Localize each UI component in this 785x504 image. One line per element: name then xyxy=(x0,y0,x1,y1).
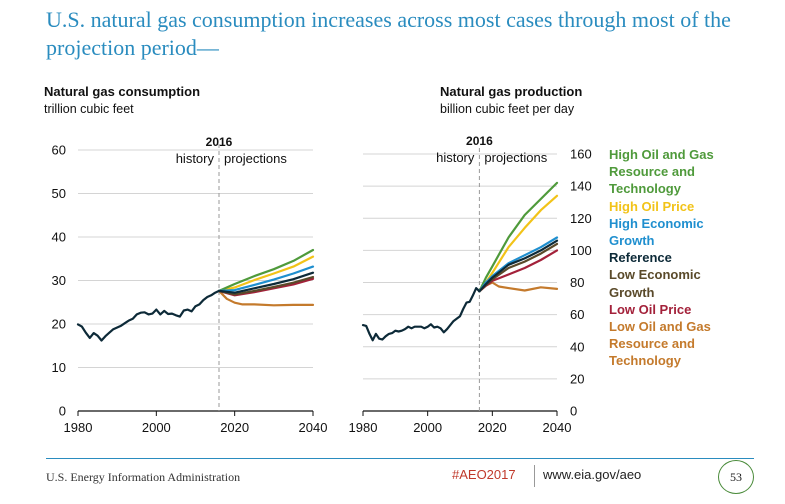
legend-entry: Resource and xyxy=(609,164,695,180)
series-line-reference xyxy=(217,271,315,294)
footer-agency: U.S. Energy Information Administration xyxy=(46,470,241,484)
series-line-high-oil-price xyxy=(217,255,315,292)
page-title: U.S. natural gas consumption increases a… xyxy=(46,7,731,60)
left-y-tick-label: 30 xyxy=(52,273,66,288)
right-chart-subtitle: billion cubic feet per day xyxy=(440,102,575,116)
right-projections-label: projections xyxy=(484,150,547,165)
legend-entry: High Oil and Gas xyxy=(609,147,714,162)
legend-entry: Growth xyxy=(609,284,655,300)
left-tick-labels: 0 10 20 30 40 50 60 1980 2000 2020 2040 xyxy=(52,143,328,436)
left-y-tick-label: 0 xyxy=(59,404,66,419)
left-x-tick-label: 2020 xyxy=(220,420,249,435)
legend-entry: Low Economic xyxy=(609,267,701,283)
series-line-high-economic-growth xyxy=(217,265,315,292)
legend-entry: High Economic xyxy=(609,215,704,231)
right-y-tick-label: 40 xyxy=(570,339,584,354)
left-history-label: history xyxy=(176,151,215,166)
right-gridlines xyxy=(362,153,558,416)
series-line-low-oil-and-gas-resource-and-technology xyxy=(478,281,559,293)
series-line-high-economic-growth xyxy=(478,236,559,293)
right-x-tick-label: 2020 xyxy=(478,420,507,435)
right-series-lines xyxy=(361,181,559,342)
left-y-tick-label: 60 xyxy=(52,143,66,158)
series-line-low-economic-growth xyxy=(217,275,315,296)
history-line xyxy=(361,287,481,342)
legend-entry: Low Oil and Gas xyxy=(609,319,711,335)
history-line xyxy=(76,289,221,342)
right-y-tick-label: 60 xyxy=(570,307,584,322)
page-number: 53 xyxy=(718,460,754,494)
left-chart-title: Natural gas consumption xyxy=(44,84,201,99)
legend-entry: Low Oil Price xyxy=(609,301,692,317)
right-y-tick-label: 20 xyxy=(570,371,584,386)
legend-entry: Technology xyxy=(609,353,681,369)
legend-entry: High Oil Price xyxy=(609,198,695,214)
right-y-tick-label: 100 xyxy=(570,243,592,258)
legend-entry: Technology xyxy=(609,181,681,197)
footer-divider xyxy=(46,458,754,459)
footer-separator xyxy=(534,465,535,487)
left-series-lines xyxy=(76,248,315,342)
series-line-high-oil-and-gas-resource-and-technology xyxy=(478,181,559,293)
left-y-tick-label: 10 xyxy=(52,360,66,375)
left-y-tick-label: 20 xyxy=(52,317,66,332)
left-chart-subtitle: trillion cubic feet xyxy=(44,102,134,116)
series-line-reference xyxy=(478,239,559,293)
left-y-tick-label: 50 xyxy=(52,186,66,201)
right-chart-title: Natural gas production xyxy=(440,84,583,99)
left-year-label: 2016 xyxy=(206,135,233,149)
series-line-high-oil-and-gas-resource-and-technology xyxy=(217,248,315,292)
series-line-low-oil-and-gas-resource-and-technology xyxy=(217,289,315,307)
right-year-label: 2016 xyxy=(466,134,493,148)
left-x-tick-label: 1980 xyxy=(64,420,93,435)
footer-url[interactable]: www.eia.gov/aeo xyxy=(543,467,642,482)
consumption-chart: 0 10 20 30 40 50 60 1980 2000 2020 2040 2016 histo… xyxy=(52,135,328,435)
footer-hashtag: #AEO2017 xyxy=(452,467,516,482)
right-y-tick-label: 80 xyxy=(570,275,584,290)
right-y-tick-label: 140 xyxy=(570,179,592,194)
legend: High Oil and Gas Resource and Technology Hi… xyxy=(609,146,779,370)
legend-entry: Growth xyxy=(609,233,655,249)
legend-entry: Reference xyxy=(609,250,672,266)
left-projections-label: projections xyxy=(224,151,287,166)
right-x-tick-label: 1980 xyxy=(349,420,378,435)
right-y-tick-label: 0 xyxy=(570,404,577,419)
right-y-tick-label: 160 xyxy=(570,147,592,162)
right-x-tick-label: 2040 xyxy=(543,420,572,435)
right-x-tick-label: 2000 xyxy=(413,420,442,435)
right-y-tick-label: 120 xyxy=(570,211,592,226)
left-y-tick-label: 40 xyxy=(52,230,66,245)
left-x-tick-label: 2000 xyxy=(142,420,171,435)
legend-entry: Resource and xyxy=(609,336,695,352)
left-x-tick-label: 2040 xyxy=(299,420,328,435)
right-history-label: history xyxy=(436,150,475,165)
